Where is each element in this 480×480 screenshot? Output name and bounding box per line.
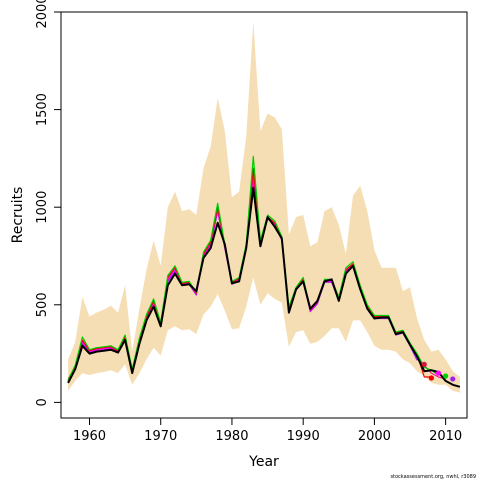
x-tick-label: 2010 — [429, 429, 462, 444]
series-line-main — [67, 186, 461, 388]
y-tick-label: 500 — [35, 292, 50, 317]
y-axis-title: Recruits — [10, 187, 26, 244]
series-layer — [67, 155, 461, 388]
terminal-point-3 — [435, 370, 442, 376]
y-tick-label: 0 — [35, 398, 50, 406]
y-tick-label: 2000 — [35, 0, 50, 29]
credit-text: stockassessment.org, nwhl, r3089 — [390, 474, 476, 480]
x-tick-label: 1960 — [73, 429, 106, 444]
terminal-point-4 — [443, 373, 449, 379]
x-tick-label: 1970 — [144, 429, 177, 444]
x-axis: 1960 1970 1980 1990 2000 2010 — [73, 417, 462, 444]
x-axis-title: Year — [248, 454, 279, 470]
terminal-point-5 — [450, 376, 456, 382]
y-tick-label: 1500 — [35, 93, 50, 126]
y-axis: 0 500 1000 1500 2000 — [35, 0, 61, 407]
terminal-point-2 — [428, 375, 434, 381]
x-tick-label: 1980 — [215, 429, 248, 444]
x-tick-label: 2000 — [358, 429, 391, 444]
terminal-points-layer — [421, 361, 456, 382]
x-tick-label: 1990 — [287, 429, 320, 444]
y-tick-label: 1000 — [35, 191, 50, 224]
terminal-point-1 — [421, 361, 427, 367]
